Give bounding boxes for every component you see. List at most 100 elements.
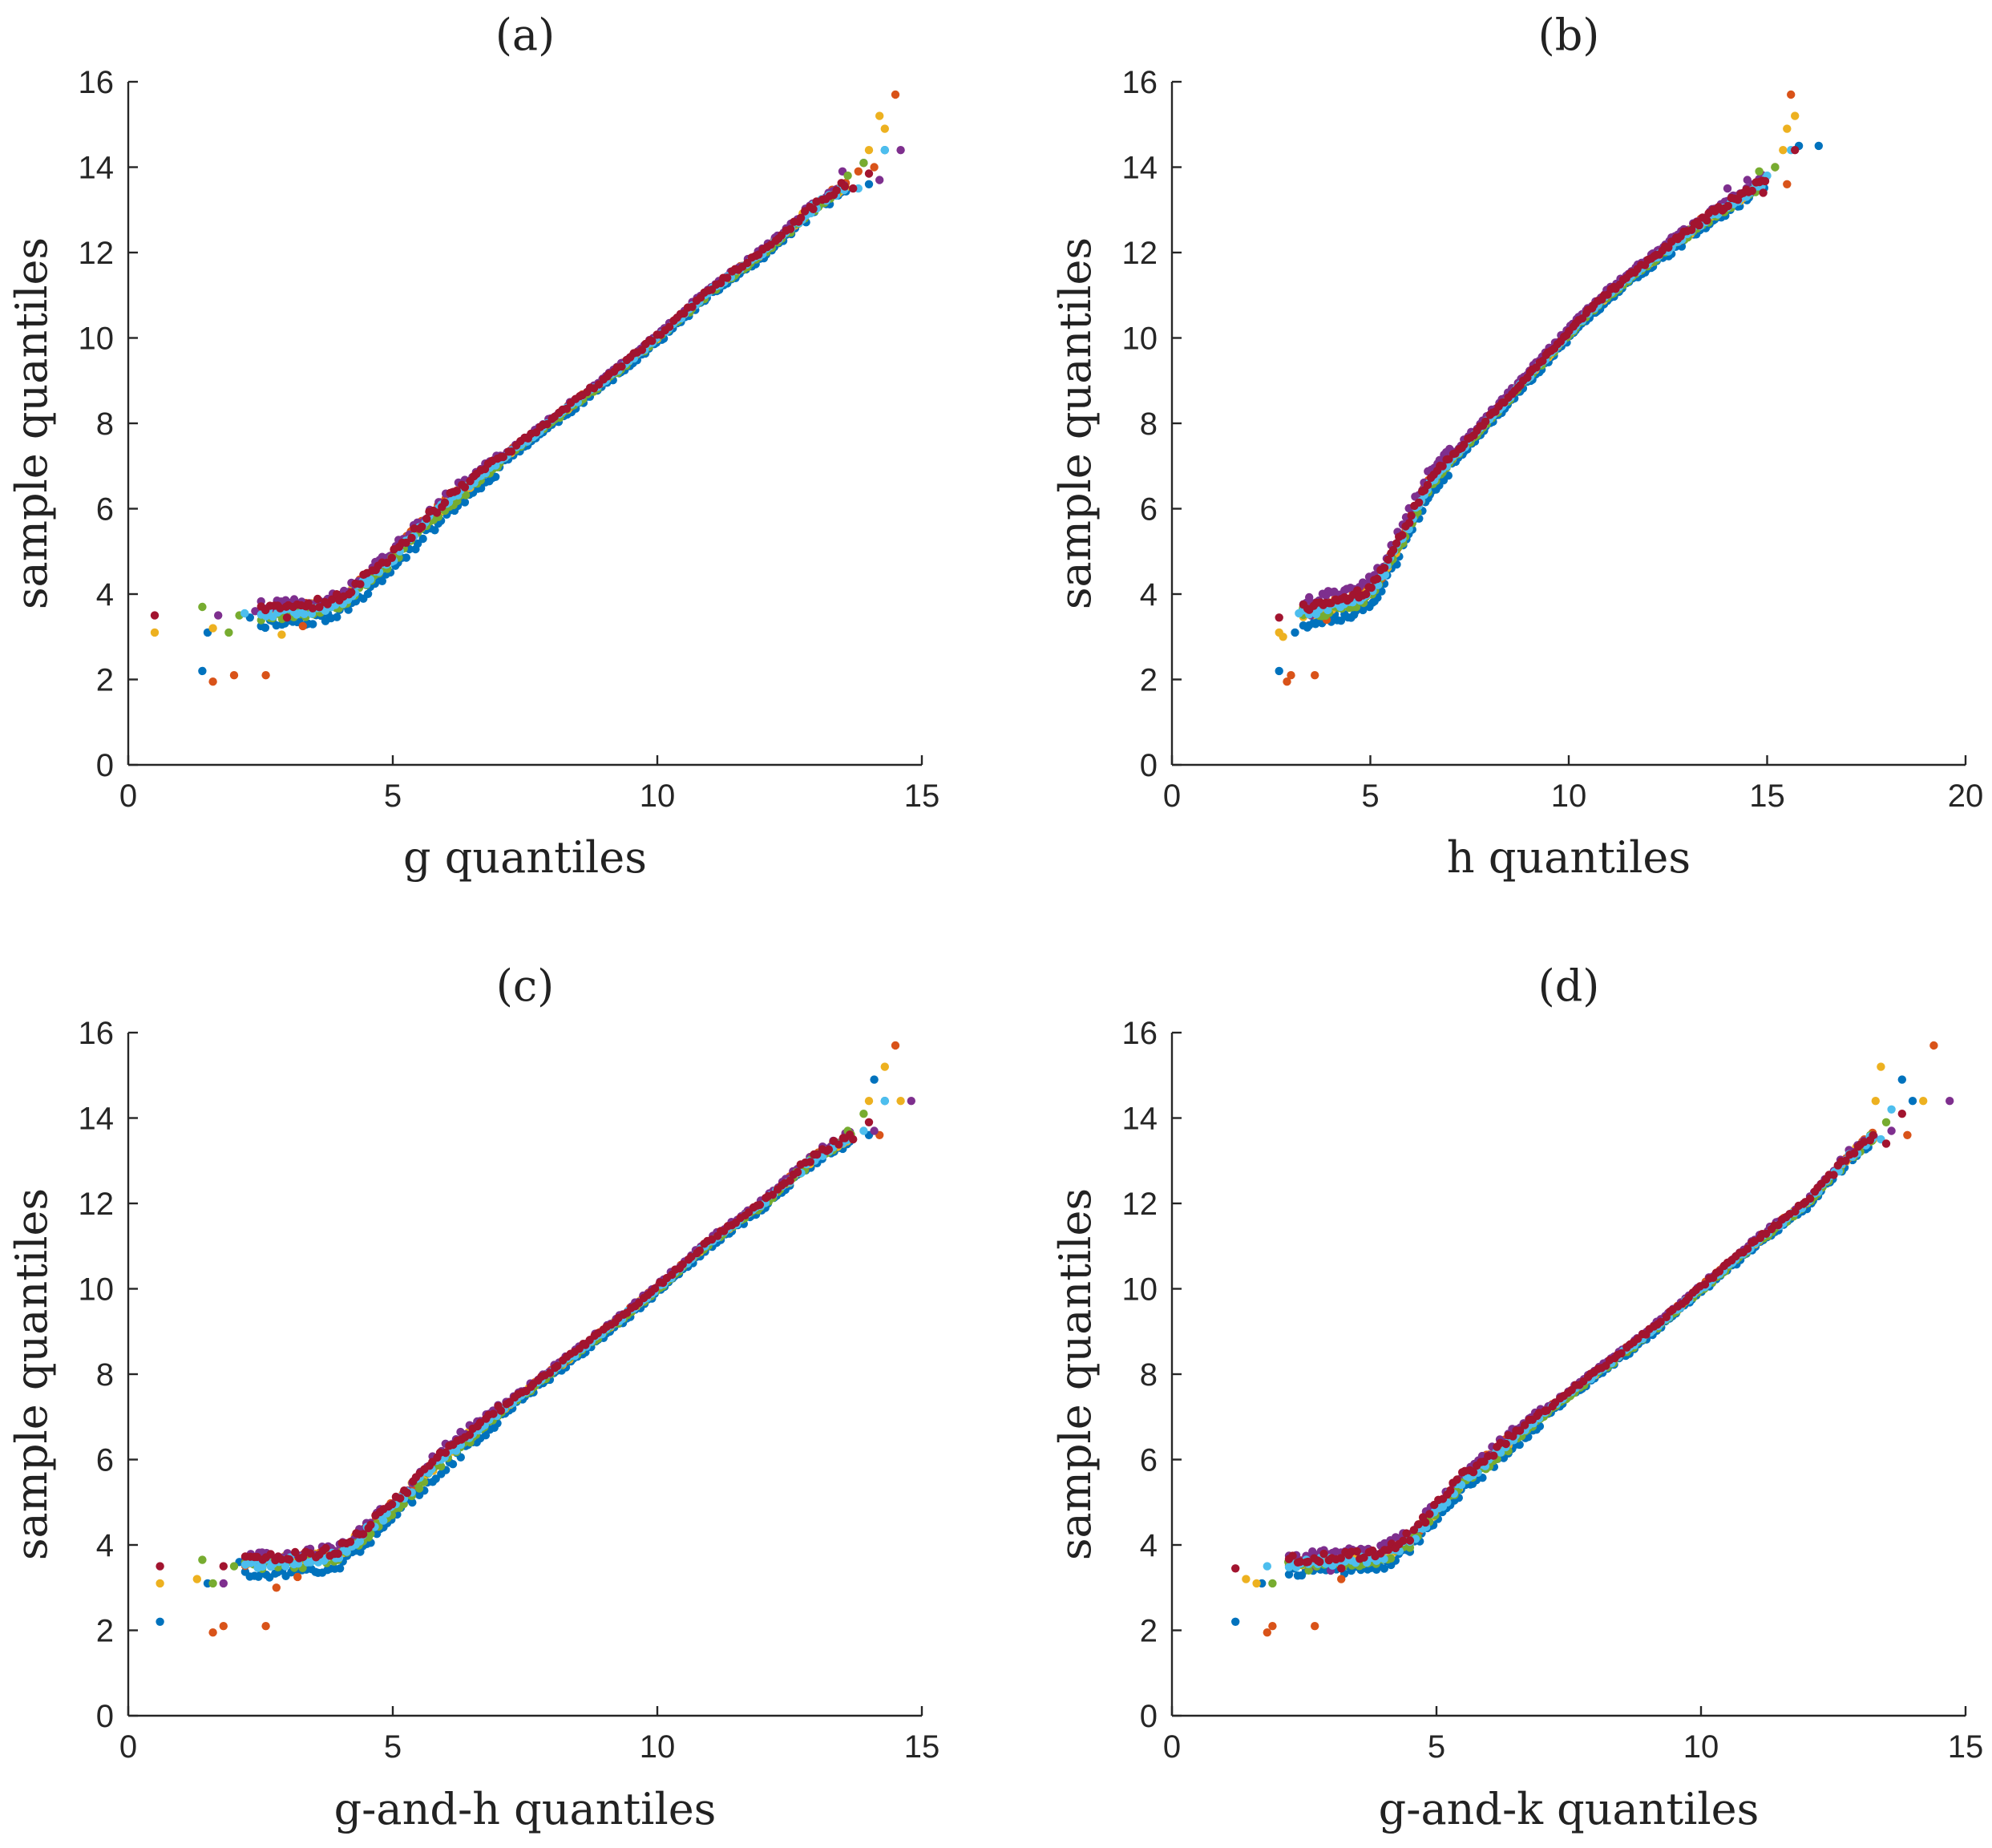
data-point-tail bbox=[1791, 111, 1800, 120]
data-point-tail bbox=[293, 1572, 302, 1582]
data-point bbox=[402, 553, 410, 562]
data-point bbox=[1423, 480, 1432, 490]
data-point bbox=[333, 613, 341, 621]
data-point bbox=[342, 1547, 351, 1556]
data-point-tail bbox=[864, 180, 874, 188]
data-point bbox=[441, 1448, 451, 1458]
panel-c-y-axis-label: sample quantiles bbox=[6, 1188, 57, 1560]
data-point-tail bbox=[1919, 1097, 1928, 1106]
data-point-tail bbox=[1929, 1041, 1938, 1050]
panel-b-x-tick-label: 5 bbox=[1361, 778, 1379, 814]
data-point bbox=[1715, 1267, 1724, 1276]
data-point-tail bbox=[150, 611, 160, 620]
data-point bbox=[796, 213, 806, 222]
data-point-tail bbox=[1908, 1097, 1917, 1106]
panel-c-y-tick-label: 2 bbox=[96, 1614, 114, 1649]
data-point bbox=[1392, 539, 1401, 548]
data-point-tail bbox=[1242, 1575, 1251, 1583]
data-point-tail bbox=[854, 167, 863, 176]
data-point bbox=[315, 603, 324, 612]
data-point bbox=[309, 620, 317, 629]
panel-a-y-tick-label: 10 bbox=[79, 321, 115, 357]
data-point bbox=[665, 322, 674, 331]
data-point-tail bbox=[1311, 1622, 1319, 1631]
data-point bbox=[408, 1498, 417, 1507]
panel-a-y-tick-label: 4 bbox=[96, 577, 114, 613]
panel-a: (a) g quantiles sample quantiles 0 5 10 150… bbox=[6, 10, 939, 883]
panel-d-y-tick-label: 16 bbox=[1122, 1016, 1158, 1051]
data-point-tail bbox=[229, 1562, 239, 1571]
data-point bbox=[418, 534, 427, 544]
data-point-tail bbox=[859, 1110, 868, 1118]
data-point bbox=[321, 1543, 330, 1553]
data-point-tail bbox=[198, 602, 207, 612]
panel-b-x-tick-label: 0 bbox=[1163, 778, 1181, 814]
data-point bbox=[1304, 1566, 1313, 1575]
panel-b-points bbox=[1275, 90, 1823, 686]
data-point bbox=[1421, 1518, 1430, 1527]
data-point bbox=[475, 1418, 485, 1427]
data-point bbox=[414, 1484, 424, 1493]
data-point-tail bbox=[298, 621, 307, 631]
data-point-tail bbox=[870, 163, 879, 172]
data-point-tail bbox=[870, 1126, 879, 1135]
data-point bbox=[1762, 1229, 1771, 1239]
data-point-tail bbox=[1783, 124, 1792, 133]
data-point bbox=[430, 526, 439, 535]
panel-d-y-tick-label: 4 bbox=[1140, 1528, 1158, 1563]
data-point-tail bbox=[1337, 1564, 1346, 1573]
data-point-tail bbox=[208, 1579, 217, 1588]
data-point-tail bbox=[1779, 146, 1788, 155]
data-point bbox=[387, 1500, 397, 1509]
data-point bbox=[356, 580, 365, 588]
panel-c-title: (c) bbox=[496, 960, 554, 1011]
data-point-tail bbox=[229, 671, 239, 680]
data-point bbox=[1336, 1554, 1346, 1563]
data-point-tail bbox=[1311, 671, 1319, 680]
data-point bbox=[1377, 587, 1386, 596]
data-point-tail bbox=[1337, 1575, 1346, 1583]
panel-d-x-axis-label: g-and-k quantiles bbox=[1379, 1784, 1760, 1834]
panel-a-x-tick-label: 0 bbox=[119, 778, 137, 814]
data-point-tail bbox=[1783, 180, 1792, 188]
panel-c-x-tick-label: 15 bbox=[904, 1729, 940, 1765]
panel-a-x-tick-label: 15 bbox=[904, 778, 940, 814]
data-point bbox=[695, 1246, 704, 1255]
panel-a-x-axis-label: g quantiles bbox=[403, 832, 647, 883]
data-point-tail bbox=[1275, 613, 1283, 622]
panel-d-y-tick-label: 6 bbox=[1140, 1443, 1158, 1478]
panel-d-title: (d) bbox=[1538, 960, 1600, 1011]
data-point-tail bbox=[208, 624, 217, 633]
data-point bbox=[768, 1191, 778, 1199]
panel-a-points bbox=[150, 90, 905, 686]
data-point bbox=[1481, 417, 1490, 426]
panel-a-y-tick-label: 0 bbox=[96, 748, 114, 783]
data-point bbox=[1469, 1468, 1478, 1477]
data-point-tail bbox=[1887, 1126, 1896, 1135]
data-point bbox=[432, 508, 442, 517]
data-point bbox=[460, 498, 470, 507]
panel-c: (c) g-and-h quantiles sample quantiles 0… bbox=[6, 960, 939, 1834]
data-point bbox=[1380, 564, 1389, 572]
panel-b-y-tick-label: 14 bbox=[1122, 151, 1158, 186]
data-point bbox=[418, 522, 426, 532]
data-point-tail bbox=[1252, 1579, 1261, 1588]
panel-d-points bbox=[1231, 1041, 1954, 1637]
data-point-tail bbox=[1903, 1130, 1912, 1140]
panel-b-y-axis-label: sample quantiles bbox=[1050, 237, 1101, 609]
data-point-tail bbox=[880, 1062, 890, 1071]
panel-d-series-7 bbox=[1231, 1110, 1906, 1573]
data-point-tail bbox=[880, 146, 890, 155]
panel-a-y-tick-label: 2 bbox=[96, 663, 114, 698]
data-point-tail bbox=[1755, 167, 1764, 176]
data-point bbox=[1352, 1547, 1362, 1556]
data-point-tail bbox=[1723, 184, 1732, 193]
data-point bbox=[1760, 176, 1770, 186]
data-point bbox=[413, 539, 422, 548]
panel-b-x-tick-label: 15 bbox=[1749, 778, 1785, 814]
data-point bbox=[378, 576, 386, 585]
data-point-tail bbox=[224, 628, 233, 637]
panel-b-y-tick-label: 4 bbox=[1140, 577, 1158, 613]
